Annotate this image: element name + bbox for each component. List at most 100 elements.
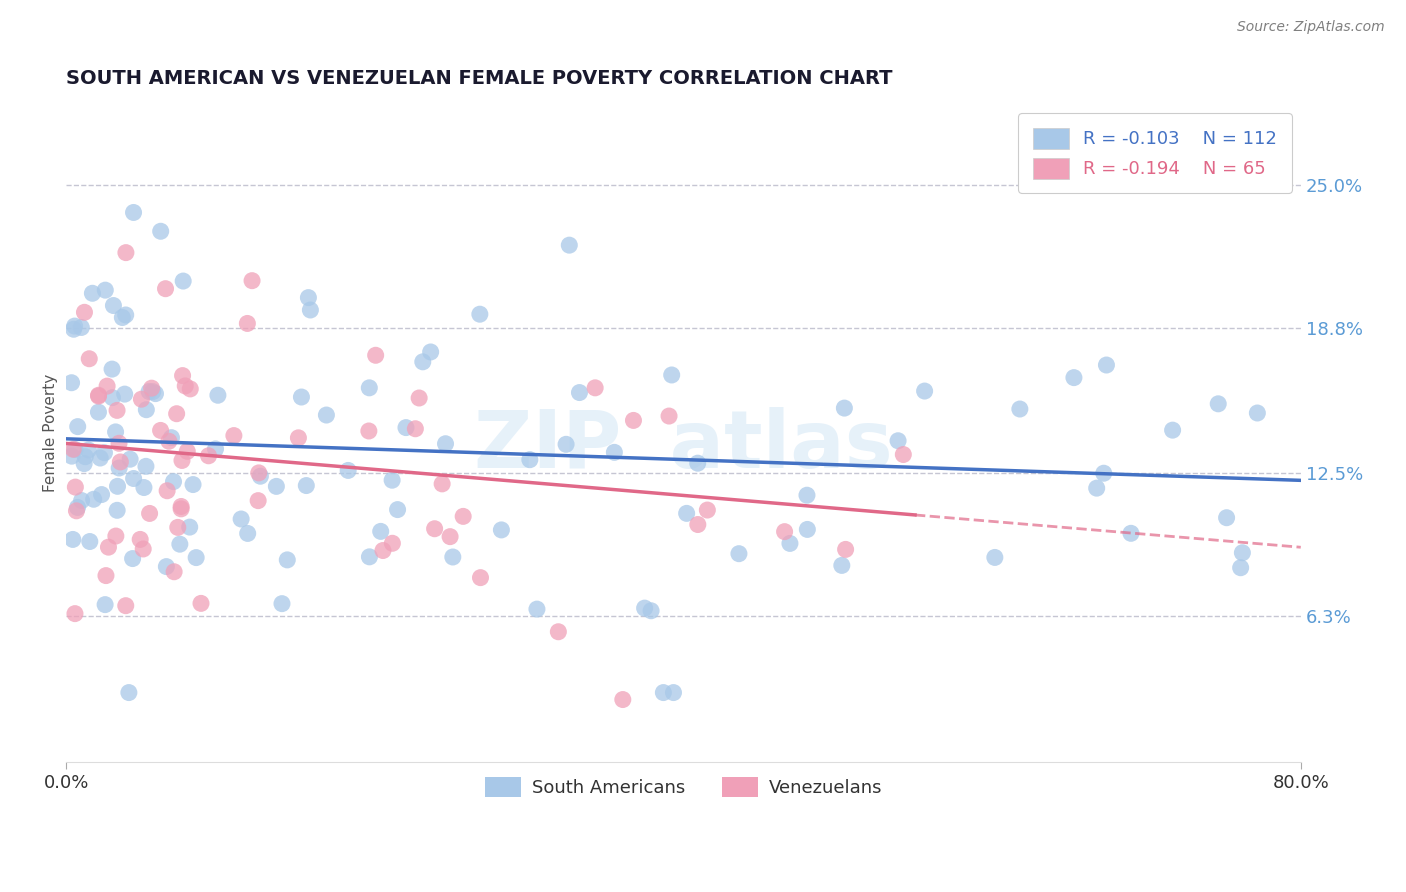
Point xyxy=(66,419,89,434)
Point xyxy=(103,299,125,313)
Point xyxy=(662,685,685,699)
Point xyxy=(121,551,143,566)
Point xyxy=(111,310,134,325)
Point xyxy=(162,475,184,489)
Point xyxy=(155,282,177,296)
Point xyxy=(87,405,110,419)
Point xyxy=(357,424,380,438)
Point xyxy=(470,571,492,585)
Point xyxy=(419,345,441,359)
Point xyxy=(297,291,319,305)
Point xyxy=(1119,526,1142,541)
Point xyxy=(236,317,259,331)
Point xyxy=(887,434,910,448)
Point xyxy=(914,384,936,398)
Point xyxy=(204,442,226,456)
Point xyxy=(90,487,112,501)
Point xyxy=(104,425,127,439)
Point xyxy=(468,307,491,321)
Point xyxy=(105,403,128,417)
Point xyxy=(370,524,392,539)
Point xyxy=(395,420,418,434)
Point xyxy=(408,391,430,405)
Point xyxy=(222,428,245,442)
Point xyxy=(412,355,434,369)
Point xyxy=(163,565,186,579)
Point xyxy=(129,533,152,547)
Point xyxy=(796,488,818,502)
Point xyxy=(1092,467,1115,481)
Point xyxy=(166,407,188,421)
Point xyxy=(83,492,105,507)
Point xyxy=(93,446,115,460)
Point xyxy=(75,450,97,464)
Point xyxy=(686,517,709,532)
Point xyxy=(526,602,548,616)
Point xyxy=(87,389,110,403)
Point xyxy=(441,549,464,564)
Point xyxy=(315,408,337,422)
Point xyxy=(73,457,96,471)
Point xyxy=(114,308,136,322)
Point xyxy=(247,466,270,480)
Point xyxy=(661,368,683,382)
Point xyxy=(79,534,101,549)
Point xyxy=(179,382,201,396)
Point xyxy=(170,453,193,467)
Point xyxy=(236,526,259,541)
Point xyxy=(231,512,253,526)
Point xyxy=(94,598,117,612)
Point xyxy=(831,558,853,573)
Point xyxy=(122,471,145,485)
Point xyxy=(603,445,626,459)
Point xyxy=(166,520,188,534)
Point xyxy=(65,480,87,494)
Point xyxy=(66,500,89,515)
Point xyxy=(299,303,322,318)
Point xyxy=(101,362,124,376)
Point xyxy=(114,599,136,613)
Point xyxy=(451,509,474,524)
Point xyxy=(170,500,193,514)
Point xyxy=(118,685,141,699)
Point xyxy=(114,387,136,401)
Point xyxy=(186,550,208,565)
Point xyxy=(70,493,93,508)
Point xyxy=(82,286,104,301)
Point xyxy=(1161,423,1184,437)
Point xyxy=(359,549,381,564)
Point xyxy=(115,245,138,260)
Point xyxy=(276,553,298,567)
Text: ZIP   atlas: ZIP atlas xyxy=(474,408,893,485)
Point xyxy=(62,322,84,336)
Point xyxy=(558,238,581,252)
Point xyxy=(156,483,179,498)
Point xyxy=(172,274,194,288)
Point xyxy=(555,437,578,451)
Point xyxy=(371,543,394,558)
Point xyxy=(1063,370,1085,384)
Point xyxy=(519,452,541,467)
Point xyxy=(108,436,131,450)
Point xyxy=(1232,546,1254,560)
Point xyxy=(170,501,193,516)
Point xyxy=(62,533,84,547)
Point xyxy=(640,604,662,618)
Point xyxy=(176,444,198,458)
Point xyxy=(145,386,167,401)
Y-axis label: Female Poverty: Female Poverty xyxy=(44,374,58,492)
Point xyxy=(1008,402,1031,417)
Point xyxy=(381,473,404,487)
Point xyxy=(190,596,212,610)
Point xyxy=(891,448,914,462)
Point xyxy=(249,469,271,483)
Point xyxy=(623,413,645,427)
Point xyxy=(157,434,180,449)
Point xyxy=(796,523,818,537)
Point xyxy=(179,520,201,534)
Point xyxy=(834,542,856,557)
Point xyxy=(295,478,318,492)
Point xyxy=(290,390,312,404)
Point xyxy=(138,507,160,521)
Point xyxy=(160,431,183,445)
